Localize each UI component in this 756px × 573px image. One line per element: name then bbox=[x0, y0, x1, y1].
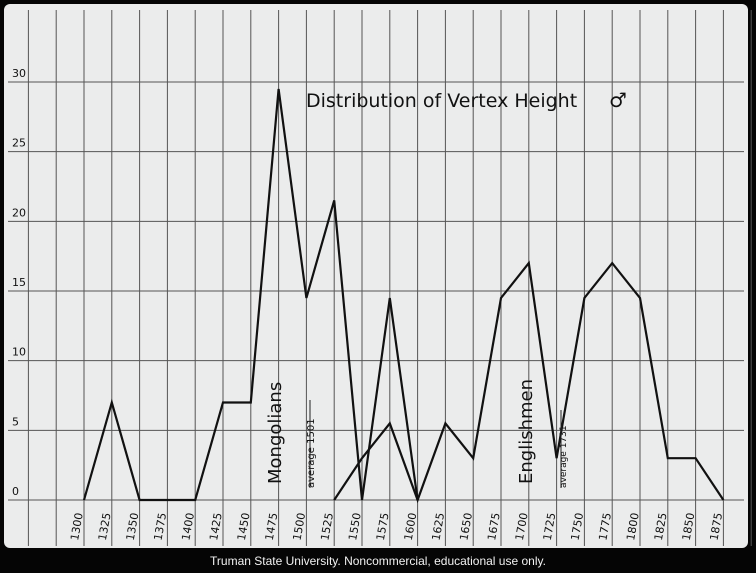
x-tick-label: 1300 bbox=[68, 512, 86, 542]
x-tick-label: 1650 bbox=[457, 512, 475, 542]
x-tick-label: 1550 bbox=[346, 512, 364, 542]
x-tick-label: 1600 bbox=[402, 512, 420, 542]
series-lines bbox=[82, 88, 725, 504]
y-tick-label: 20 bbox=[12, 206, 26, 219]
x-tick-label: 1850 bbox=[680, 512, 698, 542]
x-tick-label: 1875 bbox=[708, 512, 726, 542]
mongolians-label: Mongolians bbox=[265, 382, 286, 484]
series-line-englishmen bbox=[333, 260, 725, 504]
x-tick-label: 1675 bbox=[485, 512, 503, 542]
x-tick-label: 1625 bbox=[430, 512, 448, 542]
x-tick-label: 1825 bbox=[652, 512, 670, 542]
x-tick-labels: 1300 1325 1350 1375 1400 1425 1450 1475 1500 1525… bbox=[68, 512, 725, 542]
y-tick-labels: 0 5 10 15 20 25 30 bbox=[12, 67, 26, 498]
y-tick-label: 15 bbox=[12, 276, 26, 289]
y-tick-label: 30 bbox=[12, 67, 26, 80]
series-line-mongolians bbox=[82, 88, 419, 502]
chart-title: Distribution of Vertex Height bbox=[306, 90, 577, 112]
englishmen-label: Englishmen bbox=[516, 379, 537, 484]
male-symbol: ♂ bbox=[609, 88, 627, 112]
x-tick-label: 1800 bbox=[624, 512, 642, 542]
x-tick-label: 1350 bbox=[124, 512, 142, 542]
x-tick-label: 1400 bbox=[179, 512, 197, 542]
mongolians-average-label: average 1501 bbox=[306, 418, 317, 488]
x-tick-label: 1775 bbox=[596, 512, 614, 542]
y-tick-label: 10 bbox=[12, 346, 26, 359]
x-tick-label: 1450 bbox=[235, 512, 253, 542]
x-tick-label: 1575 bbox=[374, 512, 392, 542]
x-tick-label: 1700 bbox=[513, 512, 531, 542]
image-credit-caption: Truman State University. Noncommercial, … bbox=[210, 554, 546, 568]
x-tick-label: 1325 bbox=[96, 512, 114, 542]
x-tick-label: 1375 bbox=[152, 512, 170, 542]
x-tick-label: 1725 bbox=[541, 512, 559, 542]
y-tick-label: 5 bbox=[12, 415, 19, 428]
x-tick-label: 1525 bbox=[318, 512, 336, 542]
x-tick-label: 1425 bbox=[207, 512, 225, 542]
y-tick-label: 0 bbox=[12, 485, 19, 498]
englishmen-average-label: average 1731 bbox=[559, 425, 569, 488]
x-tick-label: 1750 bbox=[569, 512, 587, 542]
x-tick-label: 1500 bbox=[291, 512, 309, 542]
x-tick-label: 1475 bbox=[263, 512, 281, 542]
y-tick-label: 25 bbox=[12, 137, 26, 150]
